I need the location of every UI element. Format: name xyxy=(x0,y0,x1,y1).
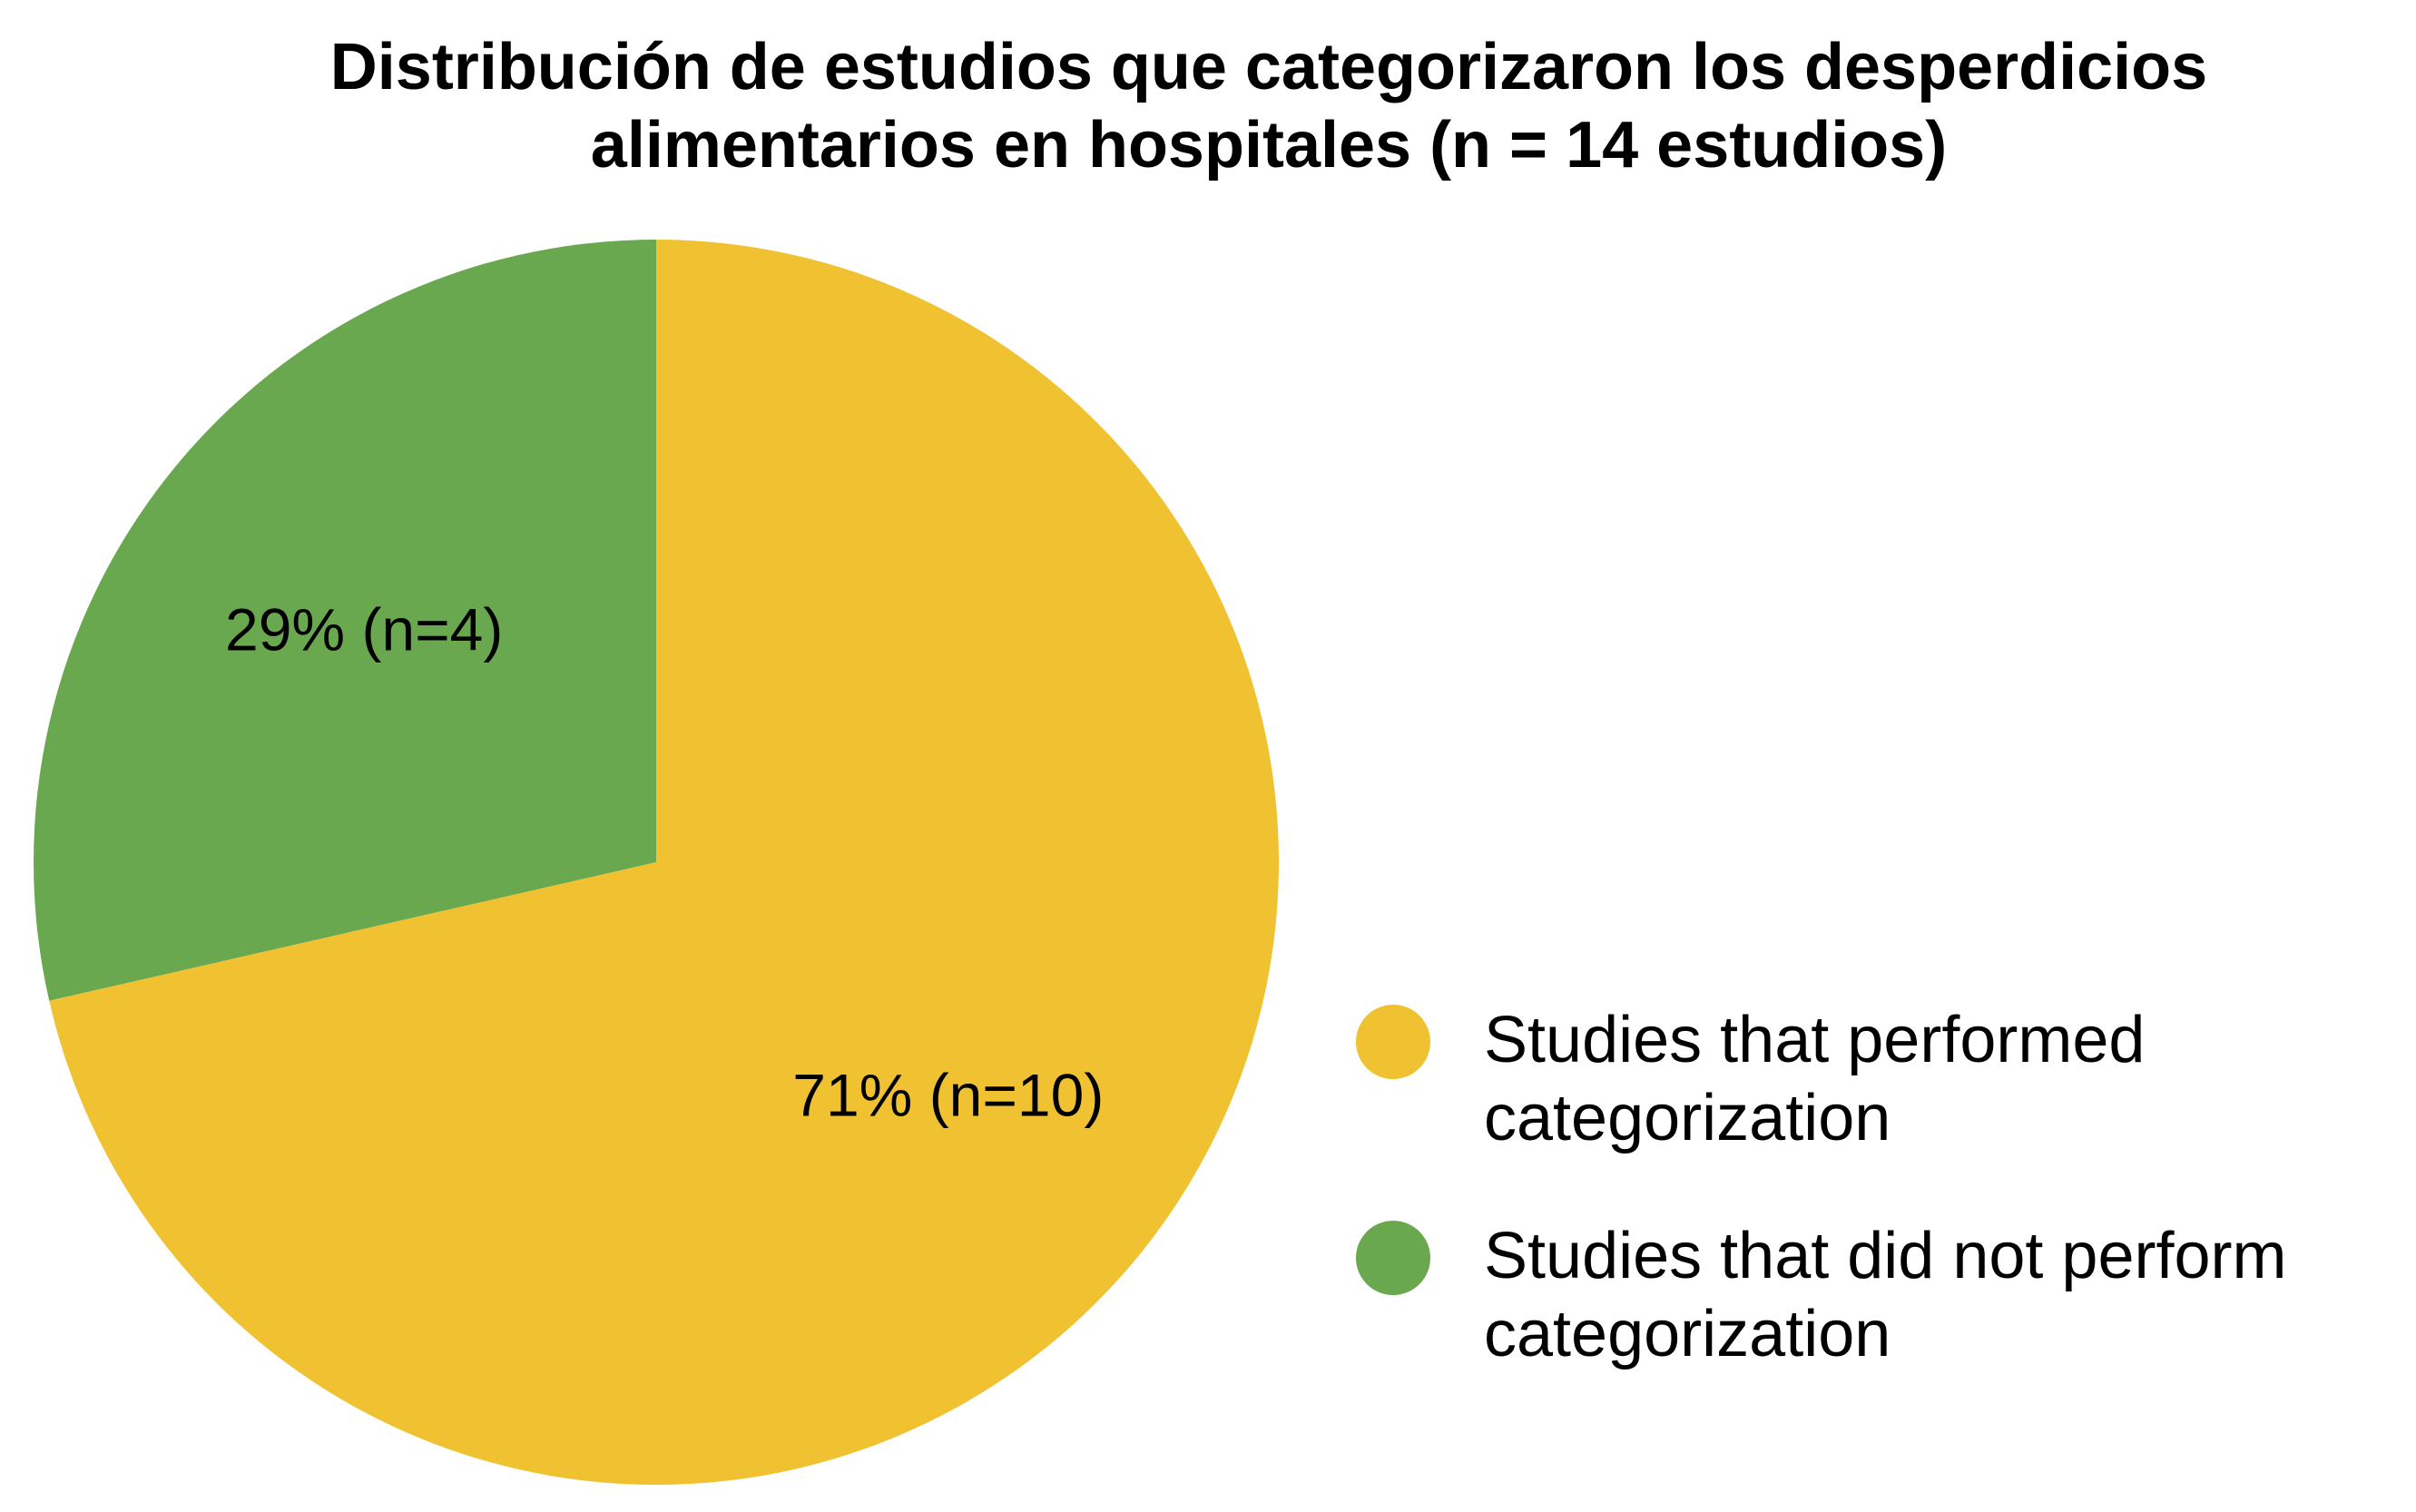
pie-slice-0 xyxy=(49,240,1279,1486)
pie-slices xyxy=(33,240,1279,1486)
legend: Studies that performedcategorizationStud… xyxy=(1356,1004,2287,1370)
chart-title-line-1: Distribución de estudios que categorizar… xyxy=(330,31,2207,103)
legend-label-0-line-0: Studies that performed xyxy=(1484,1004,2145,1076)
legend-label-1-line-1: categorization xyxy=(1484,1298,1891,1370)
chart-title-line-2: alimentarios en hospitales (n = 14 estud… xyxy=(591,109,1947,182)
legend-swatch-0 xyxy=(1356,1005,1430,1079)
pie-slice-labels: 71% (n=10) 29% (n=4) xyxy=(225,595,1104,1128)
pie-slice-1 xyxy=(33,240,657,1001)
legend-label-0-line-1: categorization xyxy=(1484,1082,1891,1154)
legend-item-1: Studies that did not performcategorizati… xyxy=(1356,1220,2287,1370)
chart-title: Distribución de estudios que categorizar… xyxy=(330,31,2207,182)
legend-swatch-1 xyxy=(1356,1221,1430,1295)
pie-slice-label-0: 71% (n=10) xyxy=(792,1062,1104,1129)
pie-slice-label-1: 29% (n=4) xyxy=(225,595,503,663)
legend-label-1-line-0: Studies that did not perform xyxy=(1484,1220,2287,1292)
